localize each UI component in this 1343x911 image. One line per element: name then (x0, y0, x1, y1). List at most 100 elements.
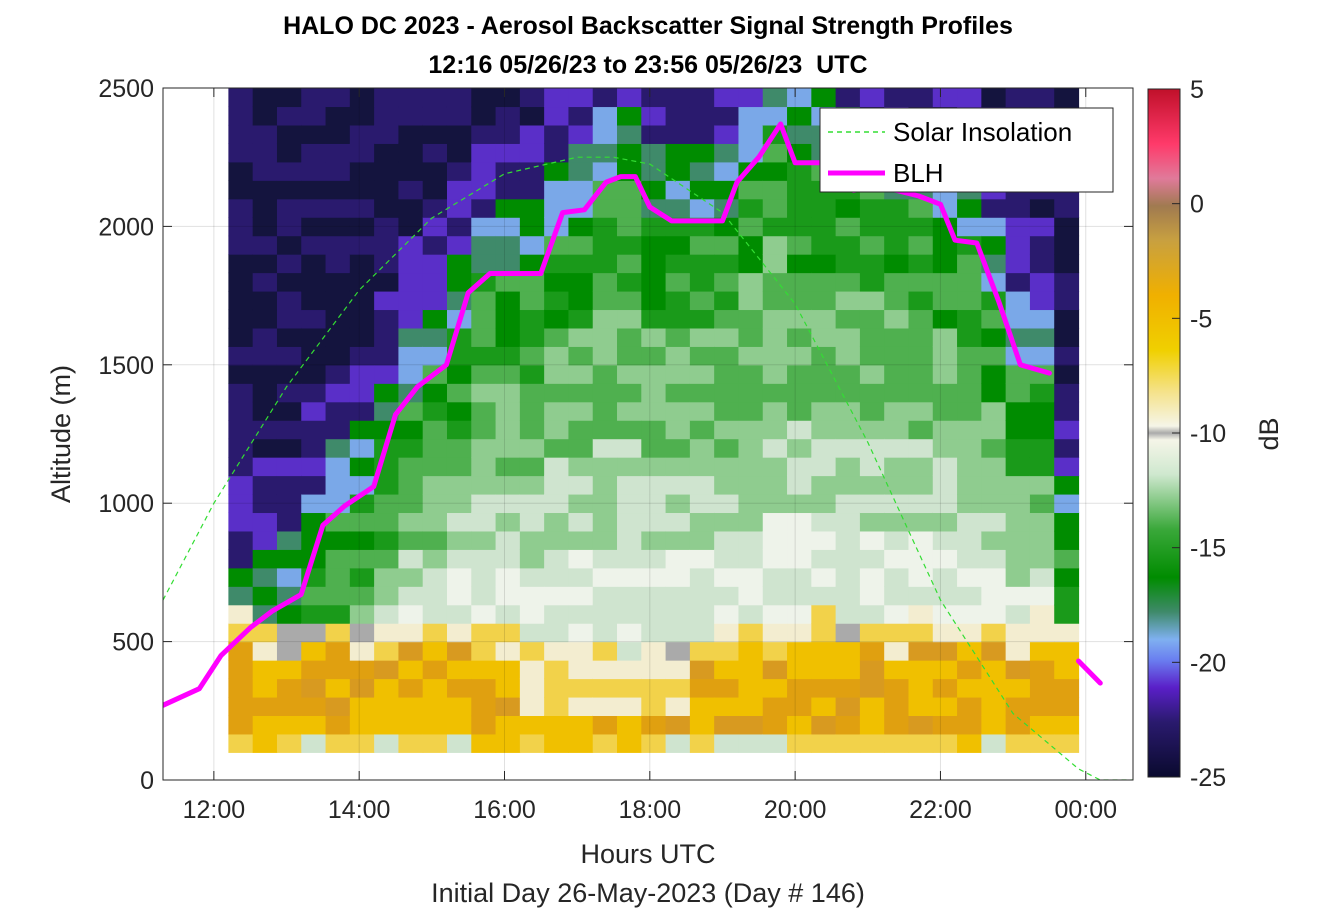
heatmap-cell (1005, 438, 1031, 458)
heatmap-cell (544, 549, 570, 569)
heatmap-cell (714, 88, 740, 108)
heatmap-cell (228, 88, 254, 108)
heatmap-cell (617, 512, 642, 532)
heatmap-cell (422, 198, 448, 218)
heatmap-cell (325, 678, 351, 698)
heatmap-cell (641, 512, 667, 532)
x-tick-label: 18:00 (619, 796, 682, 824)
heatmap-cell (859, 438, 885, 458)
heatmap-cell (276, 733, 302, 753)
heatmap-cell (738, 346, 764, 366)
heatmap-cell (787, 623, 812, 643)
heatmap-cell (374, 364, 400, 384)
heatmap-cell (398, 678, 424, 698)
heatmap-cell (301, 660, 327, 680)
heatmap-cell (617, 143, 642, 163)
heatmap-cell (957, 549, 982, 569)
heatmap-cell (811, 401, 837, 421)
heatmap-cell (884, 438, 910, 458)
heatmap-cell (422, 512, 448, 532)
heatmap-cell (665, 309, 691, 329)
heatmap-cell (859, 420, 885, 440)
heatmap-cell (932, 475, 958, 495)
heatmap-cell (957, 641, 982, 661)
heatmap-cell (398, 530, 424, 550)
heatmap-cell (301, 696, 327, 717)
heatmap-cell (568, 586, 594, 606)
heatmap-cell (762, 549, 788, 569)
heatmap-cell (689, 660, 715, 680)
heatmap-cell (1054, 512, 1080, 532)
heatmap-cell (252, 143, 278, 163)
heatmap-cell (422, 235, 448, 255)
heatmap-cell (641, 733, 667, 753)
heatmap-cell (325, 88, 351, 108)
heatmap-cell (859, 217, 885, 237)
heatmap-cell (811, 623, 837, 643)
heatmap-cell (422, 420, 448, 440)
heatmap-cell (519, 290, 545, 311)
heatmap-cell (252, 623, 278, 643)
heatmap-cell (787, 567, 812, 587)
heatmap-cell (544, 438, 570, 458)
heatmap-cell (276, 567, 302, 587)
heatmap-cell (665, 678, 691, 698)
heatmap-cell (1054, 383, 1080, 403)
heatmap-cell (544, 530, 570, 550)
legend: Solar Insolation BLH (819, 107, 1114, 193)
heatmap-cell (495, 346, 521, 366)
heatmap-cell (276, 623, 302, 643)
heatmap-cell (446, 272, 472, 292)
heatmap-cell (665, 549, 691, 569)
heatmap-cell (689, 383, 715, 403)
heatmap-cell (1054, 235, 1080, 255)
heatmap-cell (617, 530, 642, 550)
heatmap-cell (641, 180, 667, 200)
heatmap-cell (592, 106, 618, 126)
heatmap-cell (1005, 457, 1031, 477)
heatmap-cell (519, 530, 545, 550)
heatmap-cell (811, 290, 837, 311)
heatmap-cell (859, 290, 885, 311)
heatmap-cell (446, 124, 472, 144)
heatmap-cell (301, 383, 327, 403)
heatmap-cell (446, 623, 472, 643)
colorbar-tick-label: -25 (1190, 764, 1226, 792)
heatmap-cell (398, 586, 424, 606)
heatmap-cell (446, 161, 472, 181)
heatmap-cell (859, 383, 885, 403)
heatmap-cell (1005, 549, 1031, 569)
heatmap-cell (228, 254, 254, 274)
heatmap-cell (519, 567, 545, 587)
heatmap-cell (859, 696, 885, 717)
heatmap-cell (932, 623, 958, 643)
heatmap-cell (1054, 604, 1080, 624)
heatmap-cell (932, 715, 958, 735)
y-tick-label: 1500 (98, 352, 154, 380)
heatmap-cell (398, 309, 424, 329)
heatmap-cell (398, 623, 424, 643)
heatmap-cell (908, 660, 934, 680)
heatmap-cell (592, 143, 618, 163)
heatmap-cell (738, 696, 764, 717)
heatmap-cell (981, 512, 1007, 532)
heatmap-cell (544, 161, 570, 181)
heatmap-cell (301, 88, 327, 108)
heatmap-cell (471, 715, 497, 735)
heatmap-cell (787, 161, 812, 181)
heatmap-cell (568, 309, 594, 329)
heatmap-cell (252, 106, 278, 126)
heatmap-cell (787, 493, 812, 514)
heatmap-cell (617, 106, 642, 126)
heatmap-cell (835, 678, 861, 698)
heatmap-cell (859, 733, 885, 753)
heatmap-cell (787, 198, 812, 218)
legend-box (819, 107, 1114, 193)
heatmap-cell (835, 715, 861, 735)
x-tick-label: 12:00 (183, 796, 246, 824)
heatmap-cell (787, 254, 812, 274)
colorbar-tick-label: 5 (1190, 76, 1204, 104)
heatmap-cell (811, 383, 837, 403)
heatmap-cell (617, 401, 642, 421)
heatmap-cell (884, 623, 910, 643)
